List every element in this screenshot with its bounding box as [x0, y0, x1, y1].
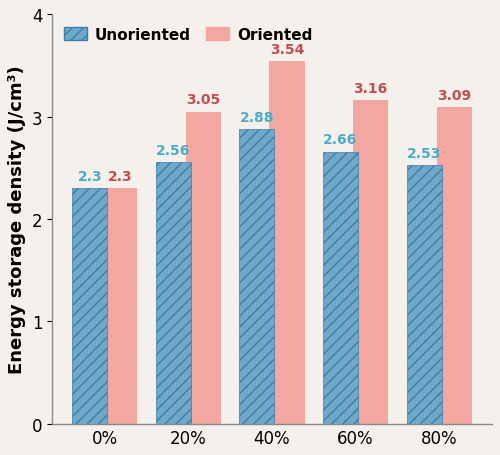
- Bar: [270, 62, 304, 424]
- Bar: [240, 130, 274, 424]
- Bar: [72, 189, 108, 424]
- Bar: [323, 152, 358, 424]
- Text: 3.09: 3.09: [437, 89, 471, 103]
- Text: 3.05: 3.05: [186, 93, 220, 107]
- Bar: [406, 166, 442, 424]
- Text: 3.54: 3.54: [270, 43, 304, 57]
- Bar: [156, 162, 191, 424]
- Bar: [353, 101, 388, 424]
- Bar: [436, 108, 472, 424]
- Text: 2.66: 2.66: [324, 133, 358, 147]
- Text: 2.88: 2.88: [240, 111, 274, 125]
- Text: 2.3: 2.3: [78, 170, 102, 184]
- Bar: [186, 112, 221, 424]
- Text: 2.56: 2.56: [156, 143, 190, 157]
- Bar: [102, 189, 138, 424]
- Text: 2.53: 2.53: [407, 147, 441, 160]
- Text: 2.3: 2.3: [108, 170, 132, 184]
- Legend: Unoriented, Oriented: Unoriented, Oriented: [60, 23, 317, 47]
- Text: 3.16: 3.16: [354, 82, 388, 96]
- Y-axis label: Energy storage density (J/cm³): Energy storage density (J/cm³): [8, 66, 26, 374]
